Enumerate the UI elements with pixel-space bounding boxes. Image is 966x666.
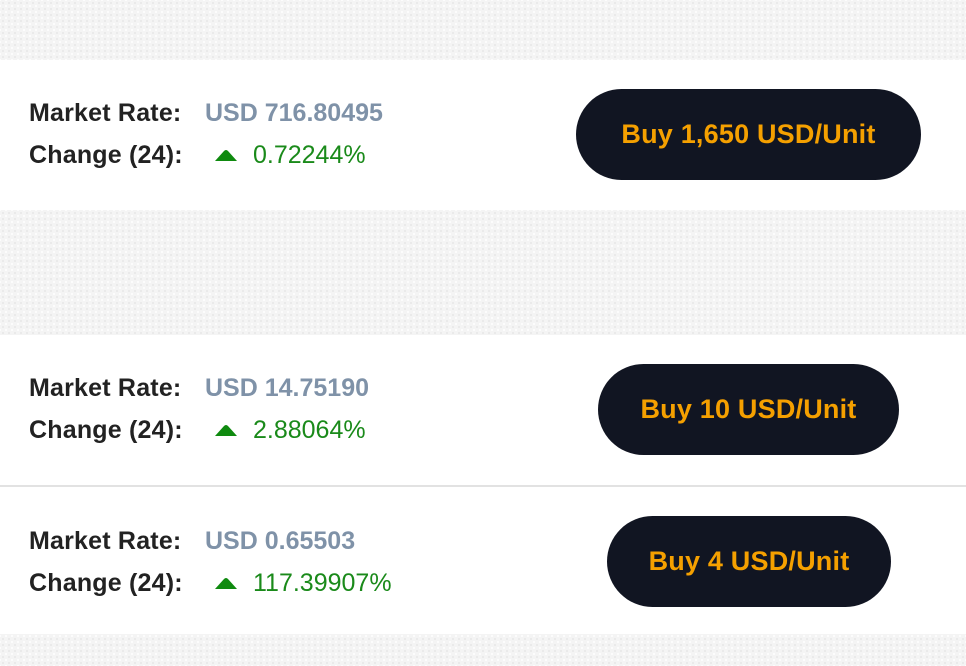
change-indicator: 2.88064% bbox=[213, 416, 366, 445]
change-row: Change (24): 117.39907% bbox=[29, 568, 392, 598]
market-rate-value: USD 716.80495 bbox=[205, 98, 383, 127]
arrow-up-icon bbox=[213, 423, 239, 437]
change-row: Change (24): 2.88064% bbox=[29, 415, 366, 445]
change-value: 117.39907% bbox=[253, 568, 392, 597]
buy-button[interactable]: Buy 10 USD/Unit bbox=[598, 364, 899, 455]
market-rate-value: USD 14.75190 bbox=[205, 373, 370, 402]
market-rate-row: Market Rate: USD 0.65503 bbox=[29, 526, 355, 556]
market-rate-row: Market Rate: USD 716.80495 bbox=[29, 98, 383, 128]
arrow-up-icon bbox=[213, 576, 239, 590]
change-value: 0.72244% bbox=[253, 140, 366, 169]
asset-card: Market Rate: USD 716.80495 Change (24): … bbox=[0, 60, 966, 210]
market-rate-label: Market Rate: bbox=[29, 98, 182, 127]
market-rate-value: USD 0.65503 bbox=[205, 526, 356, 555]
change-label: Change (24): bbox=[29, 568, 183, 597]
change-row: Change (24): 0.72244% bbox=[29, 140, 366, 170]
arrow-up-icon bbox=[213, 148, 239, 162]
change-label: Change (24): bbox=[29, 415, 183, 444]
market-rate-label: Market Rate: bbox=[29, 373, 182, 402]
buy-button[interactable]: Buy 4 USD/Unit bbox=[607, 516, 891, 607]
change-indicator: 0.72244% bbox=[213, 141, 366, 170]
asset-card: Market Rate: USD 14.75190 Change (24): 2… bbox=[0, 335, 966, 487]
change-indicator: 117.39907% bbox=[213, 569, 392, 598]
market-rate-row: Market Rate: USD 14.75190 bbox=[29, 373, 369, 403]
buy-button[interactable]: Buy 1,650 USD/Unit bbox=[576, 89, 921, 180]
change-value: 2.88064% bbox=[253, 415, 366, 444]
asset-card: Market Rate: USD 0.65503 Change (24): 11… bbox=[0, 487, 966, 634]
change-label: Change (24): bbox=[29, 140, 183, 169]
market-rate-label: Market Rate: bbox=[29, 526, 182, 555]
